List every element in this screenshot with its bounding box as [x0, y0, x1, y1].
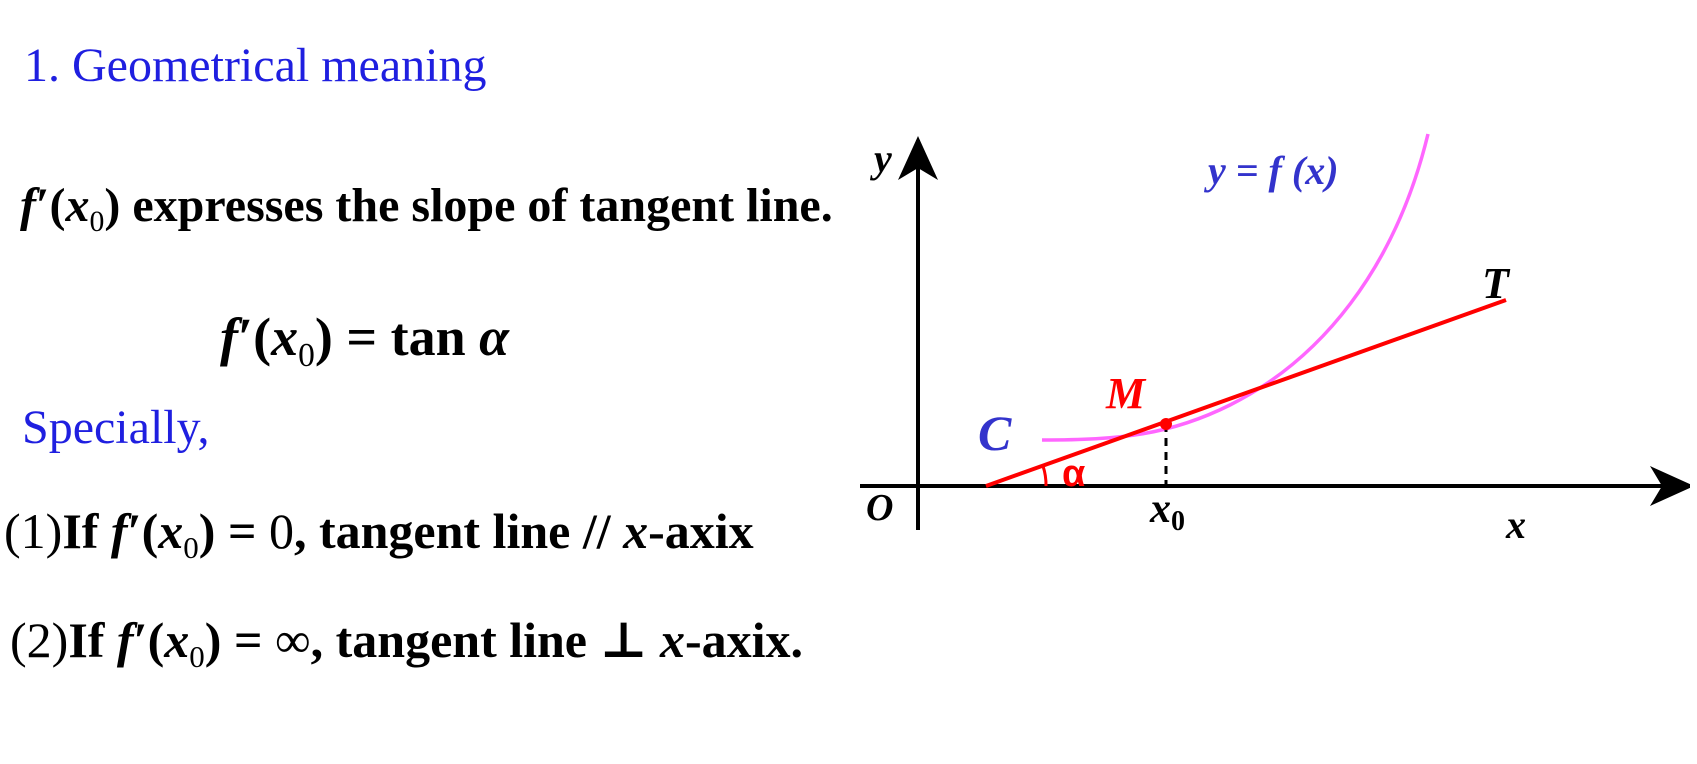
case-value: ∞	[274, 612, 311, 668]
case-number: (1)	[4, 503, 63, 559]
x0-label: x0	[1149, 486, 1185, 537]
var-subscript: 0	[189, 638, 205, 674]
func-symbol: f	[110, 503, 128, 559]
equals-tan: = tan	[332, 307, 466, 367]
if-word: If	[62, 503, 111, 559]
point-m	[1160, 418, 1172, 430]
func-symbol: f	[20, 179, 36, 232]
point-m-label: M	[1105, 369, 1147, 418]
tangent-diagram: y x O y = f (x) C M T α x0	[860, 133, 1690, 547]
close-paren: )	[198, 503, 216, 559]
close-paren: )	[104, 179, 121, 232]
equals-sign: =	[215, 503, 269, 559]
tangent-label: T	[1482, 259, 1511, 308]
angle-arc	[1041, 465, 1048, 487]
open-paren: (	[49, 179, 66, 232]
prime-symbol: ′	[133, 612, 148, 668]
axis-var: x	[623, 503, 649, 559]
prime-symbol: ′	[35, 179, 50, 232]
x0-var: x	[1149, 486, 1171, 532]
var-subscript: 0	[183, 529, 199, 565]
curve-name-label: C	[978, 405, 1012, 461]
x-axis-label: x	[1505, 502, 1526, 547]
axis-var: x	[660, 612, 685, 668]
tangent-formula: f′(x0) = tan α	[220, 306, 510, 374]
origin-label: O	[866, 487, 893, 529]
case-number: (2)	[10, 612, 69, 668]
if-word: If	[68, 612, 117, 668]
curve-label: y = f (x)	[1204, 148, 1339, 193]
open-paren: (	[147, 612, 165, 668]
var-subscript: 0	[298, 336, 315, 374]
case-text-a: , tangent line //	[293, 503, 624, 559]
alpha-symbol: α	[479, 307, 510, 367]
slope-statement: f′(x0) expresses the slope of tangent li…	[20, 178, 833, 238]
case-text-a: , tangent line ⊥	[310, 612, 660, 668]
close-paren: )	[204, 612, 222, 668]
prime-symbol: ′	[127, 503, 142, 559]
case-1: (1)If f′(x0) = 0, tangent line // x-axix	[4, 502, 754, 565]
case-2: (2)If f′(x0) = ∞, tangent line ⊥ x-axix.	[10, 610, 804, 674]
angle-alpha-label: α	[1062, 453, 1085, 495]
var-symbol: x	[65, 179, 90, 232]
slope-text: expresses the slope of tangent line.	[120, 179, 833, 232]
section-heading: 1. Geometrical meaning	[24, 39, 487, 92]
var-symbol: x	[158, 503, 184, 559]
specially-label: Specially,	[22, 401, 210, 454]
var-subscript: 0	[89, 204, 105, 238]
open-paren: (	[141, 503, 159, 559]
tangent-line	[985, 298, 1507, 488]
case-value: 0	[268, 503, 294, 559]
func-symbol: f	[116, 612, 134, 668]
equals-sign: =	[221, 612, 275, 668]
case-text-b: -axix	[648, 503, 754, 559]
var-symbol: x	[164, 612, 190, 668]
open-paren: (	[253, 307, 272, 367]
x0-subscript: 0	[1171, 506, 1185, 537]
case-text-b: -axix.	[685, 612, 804, 668]
var-symbol: x	[271, 307, 299, 367]
y-axis-label: y	[870, 136, 892, 181]
close-paren: )	[314, 307, 333, 367]
func-symbol: f	[220, 307, 238, 367]
prime-symbol: ′	[237, 307, 254, 367]
